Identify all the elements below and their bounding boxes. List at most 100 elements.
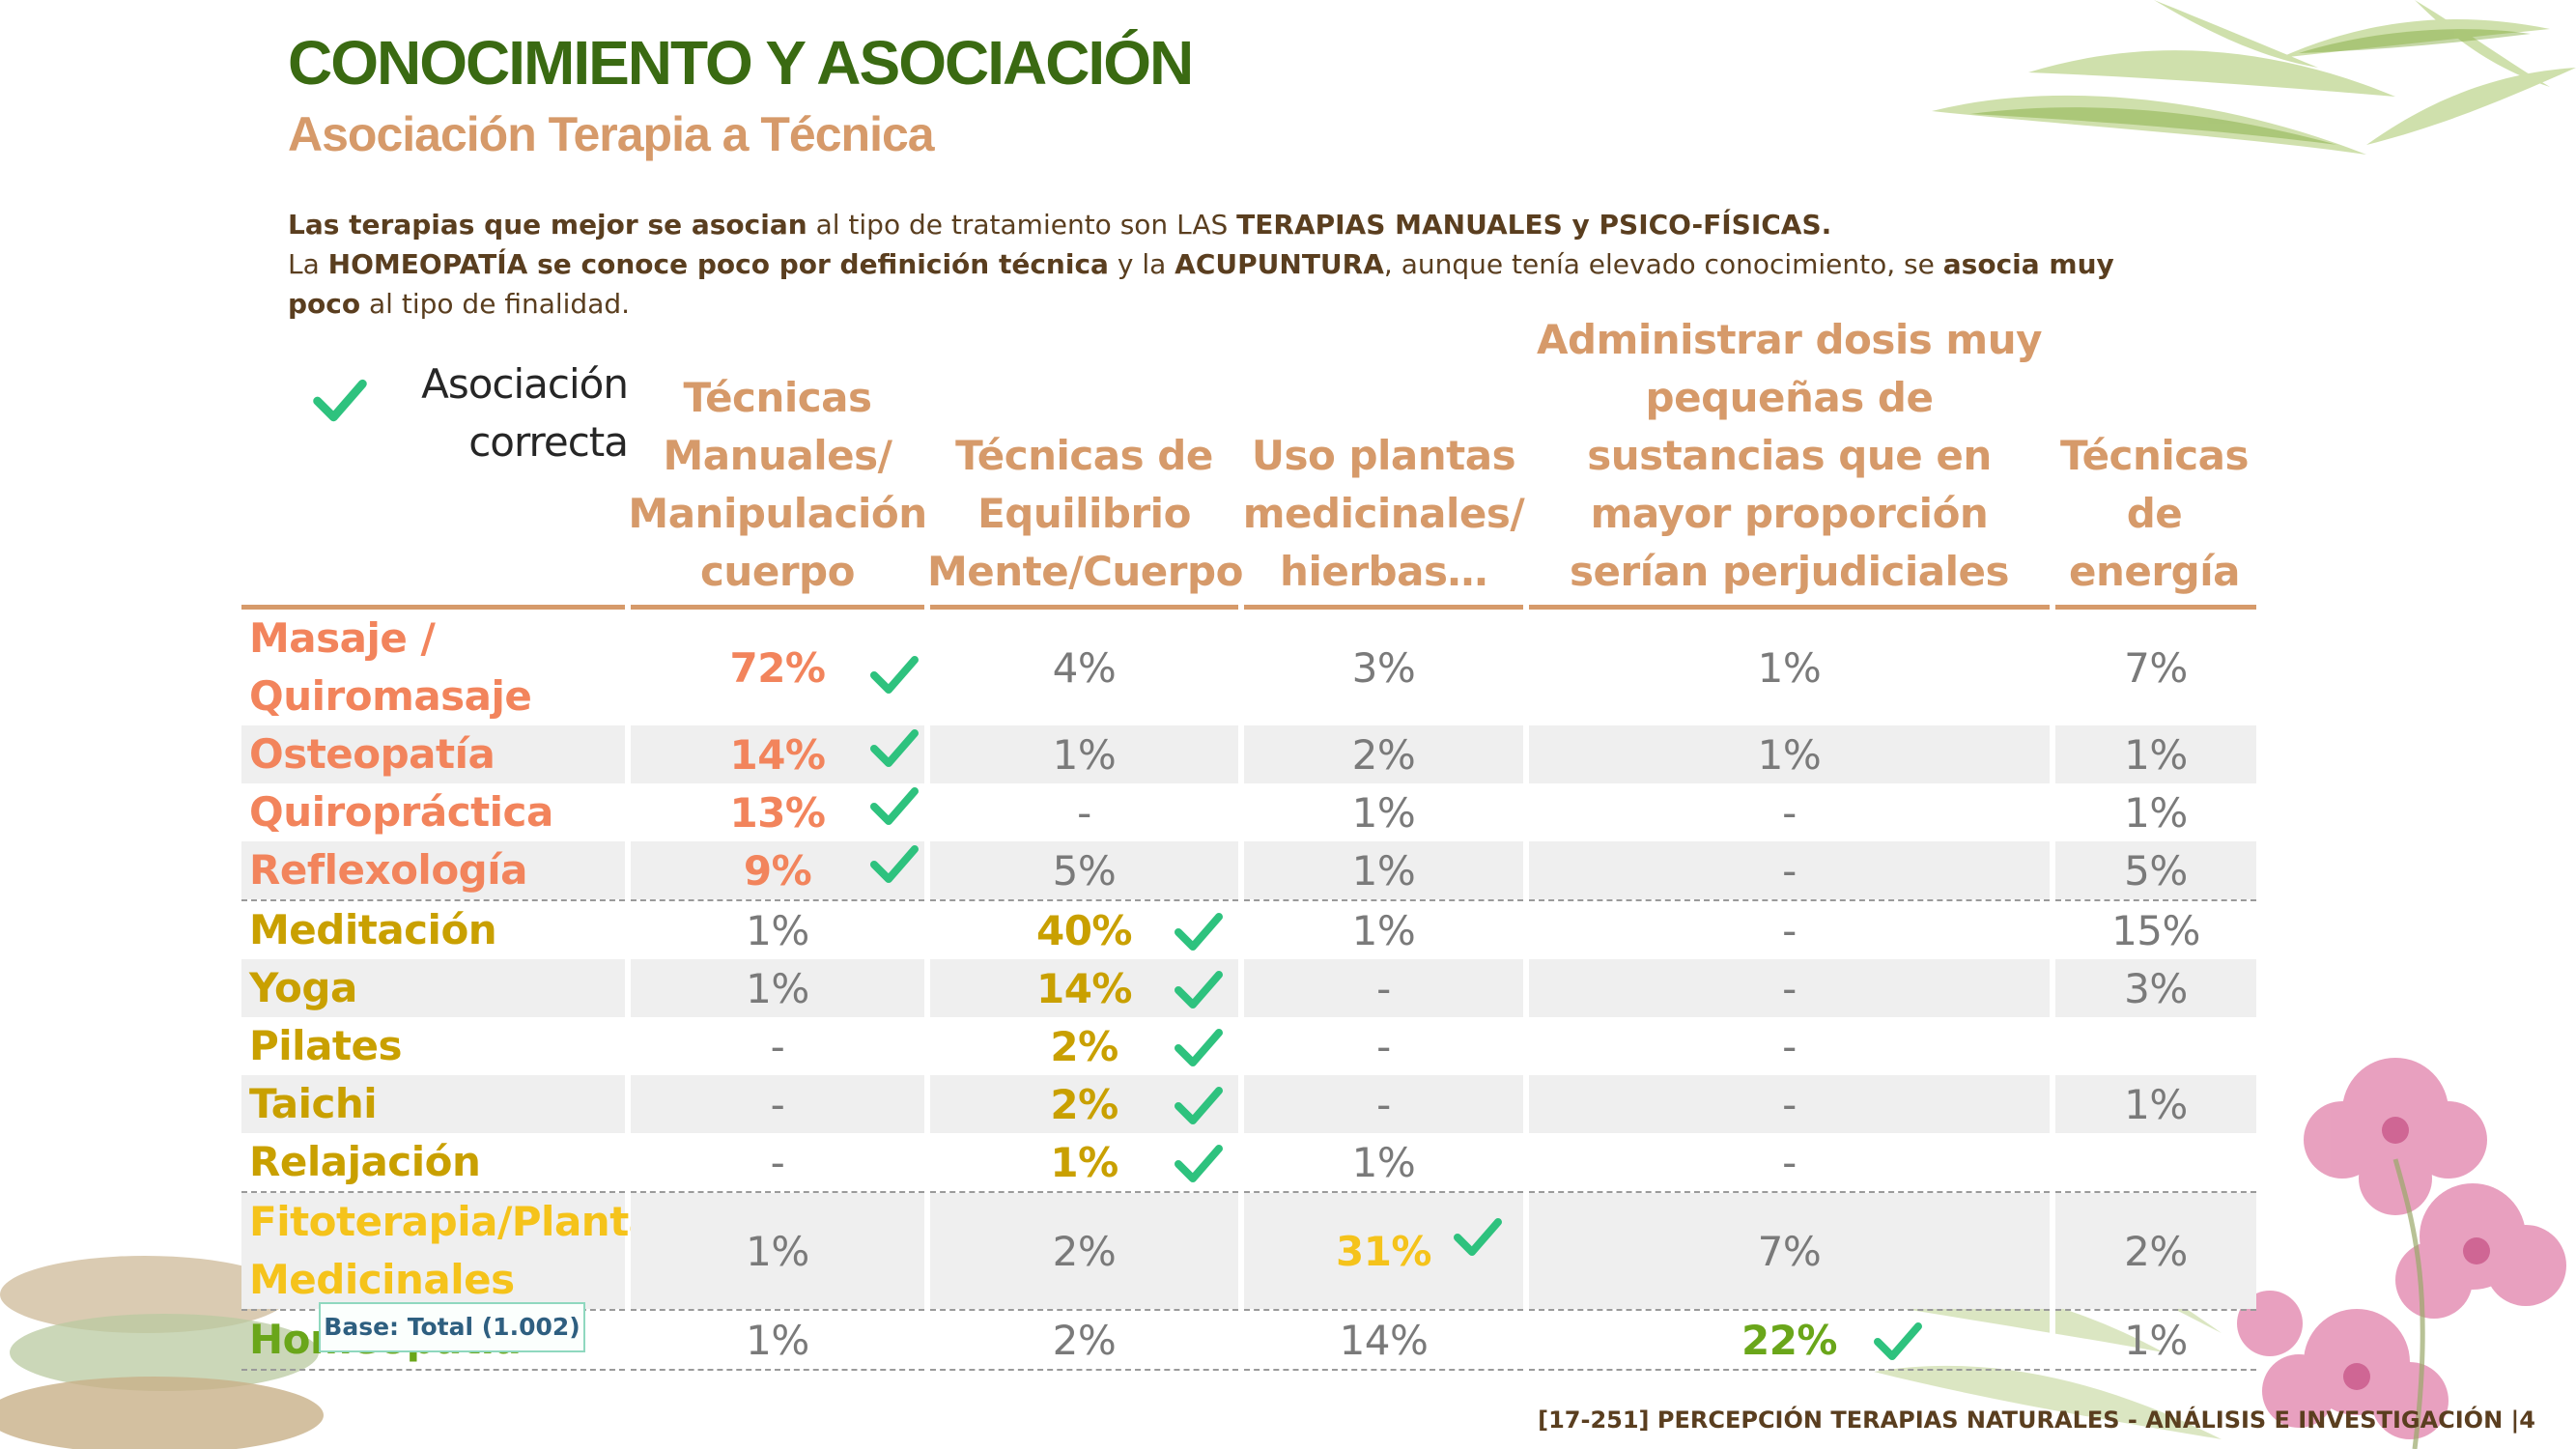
- table-cell: 2%: [924, 1310, 1241, 1371]
- table-row: Meditación 1% 40% 1% - 15%: [241, 900, 2256, 959]
- table-row: Yoga 1% 14% - - 3%: [241, 959, 2256, 1017]
- check-icon: [1175, 971, 1223, 1009]
- column-header: Técnicas de Equilibrio Mente/Cuerpo: [927, 311, 1243, 610]
- row-label: Reflexología: [241, 841, 628, 901]
- cell-value: 9%: [743, 846, 812, 895]
- table-cell: 22%: [1523, 1310, 2052, 1371]
- table-row: Reflexología 9% 5% 1% - 5%: [241, 841, 2256, 901]
- cell-value: 15%: [2111, 906, 2200, 954]
- cell-value: -: [1782, 1022, 1797, 1070]
- table-cell: -: [1523, 783, 2052, 841]
- check-icon: [1175, 913, 1223, 951]
- page-title: CONOCIMIENTO Y ASOCIACIÓN: [288, 28, 1194, 98]
- intro-line2-text3: , aunque tenía elevado conocimiento, se: [1383, 248, 1943, 280]
- intro-line2-text1: La: [288, 248, 328, 280]
- check-icon: [870, 729, 919, 767]
- row-label: Meditación: [249, 906, 497, 953]
- cell-value: -: [1376, 1080, 1391, 1128]
- table-cell: 7%: [1523, 1192, 2052, 1311]
- table-cell: -: [625, 1017, 927, 1075]
- table-cell: 1%: [1238, 1133, 1526, 1193]
- cell-value: 31%: [1335, 1227, 1432, 1275]
- cell-value: 14%: [1035, 964, 1133, 1012]
- column-header: Técnicas Manuales/ Manipulación cuerpo: [628, 311, 927, 610]
- table-cell: -: [1523, 900, 2052, 959]
- cell-value: 1%: [1052, 730, 1117, 779]
- table-cell: 1%: [924, 1133, 1241, 1193]
- table-cell: -: [625, 1075, 927, 1133]
- table-cell: 1%: [2050, 725, 2256, 783]
- cell-value: 1%: [1351, 1138, 1416, 1186]
- intro-line1-text: al tipo de tratamiento son LAS: [807, 209, 1237, 241]
- table-cell: -: [1238, 1017, 1526, 1075]
- table-header-row: Técnicas Manuales/ Manipulación cuerpo T…: [241, 311, 2256, 610]
- cell-value: -: [1782, 1080, 1797, 1128]
- table-cell: 1%: [2050, 783, 2256, 841]
- cell-value: 1%: [746, 964, 809, 1012]
- intro-line1-bold: Las terapias que mejor se asocian: [288, 209, 807, 241]
- row-label: Quiropráctica: [249, 788, 553, 836]
- table-row: Pilates - 2% - -: [241, 1017, 2256, 1075]
- table-cell: 14%: [1238, 1310, 1526, 1371]
- bamboo-leaves-illustration: [1932, 0, 2576, 155]
- check-icon: [1175, 1029, 1223, 1066]
- check-icon: [870, 656, 919, 694]
- table-cell: 4%: [924, 607, 1241, 725]
- table-cell: 14%: [924, 959, 1241, 1017]
- row-label: Osteopatía: [241, 725, 628, 783]
- cell-value: -: [1376, 964, 1391, 1012]
- row-label: Masaje / Quiromasaje: [249, 614, 532, 720]
- cell-value: 1%: [1351, 906, 1416, 954]
- intro-line2-bold1: HOMEOPATÍA se conoce poco por definición…: [327, 248, 1109, 280]
- cell-value: 2%: [1052, 1316, 1117, 1364]
- table-row: Relajación - 1% 1% -: [241, 1133, 2256, 1193]
- table-cell: 1%: [2050, 1310, 2256, 1371]
- cell-value: 1%: [1050, 1138, 1118, 1186]
- table-cell: 15%: [2050, 900, 2256, 959]
- table-cell: -: [625, 1133, 927, 1193]
- column-header: Administrar dosis muy pequeñas de sustan…: [1526, 311, 2052, 610]
- cell-value: 1%: [746, 906, 809, 954]
- cell-value: 2%: [1052, 1227, 1117, 1275]
- cell-value: -: [1376, 1022, 1391, 1070]
- table-cell: 31%: [1238, 1192, 1526, 1311]
- cell-value: 7%: [2124, 643, 2188, 692]
- cell-value: -: [770, 1080, 785, 1128]
- table-cell: 72%: [625, 607, 927, 725]
- table-cell: 1%: [924, 725, 1241, 783]
- table-cell: 1%: [2050, 1075, 2256, 1133]
- table-row: Masaje / Quiromasaje 72% 4% 3% 1% 7%: [241, 607, 2256, 725]
- table-cell: 1%: [625, 1310, 927, 1371]
- table-cell: 1%: [625, 1192, 927, 1311]
- association-table: Técnicas Manuales/ Manipulación cuerpo T…: [241, 311, 2256, 1371]
- table-cell: 2%: [2050, 1192, 2256, 1311]
- table-cell: 9%: [625, 841, 927, 901]
- table-cell: 1%: [1238, 900, 1526, 959]
- table-cell: -: [1523, 841, 2052, 901]
- table-cell: 13%: [625, 783, 927, 841]
- table-cell: 1%: [625, 959, 927, 1017]
- cell-value: 1%: [1757, 730, 1822, 779]
- table-cell: 5%: [924, 841, 1241, 901]
- table-cell: -: [1523, 1017, 2052, 1075]
- table-cell: -: [924, 783, 1241, 841]
- cell-value: 1%: [1351, 846, 1416, 895]
- cell-value: 5%: [2124, 846, 2188, 895]
- column-header: Uso plantas medicinales/ hierbas…: [1241, 311, 1526, 610]
- table-cell: 3%: [1238, 607, 1526, 725]
- cell-value: 40%: [1035, 906, 1133, 954]
- cell-value: 14%: [729, 730, 826, 779]
- table-cell: 2%: [924, 1075, 1241, 1133]
- cell-value: 2%: [1050, 1080, 1118, 1128]
- cell-value: 14%: [1339, 1316, 1429, 1364]
- cell-value: -: [1782, 846, 1797, 895]
- cell-value: 1%: [746, 1316, 809, 1364]
- intro-paragraph: Las terapias que mejor se asocian al tip…: [288, 205, 2181, 324]
- table-cell: 2%: [924, 1017, 1241, 1075]
- cell-value: 4%: [1052, 643, 1117, 692]
- table-cell: 3%: [2050, 959, 2256, 1017]
- cell-value: -: [1782, 906, 1797, 954]
- check-icon: [1454, 1218, 1502, 1256]
- cell-value: 5%: [1052, 846, 1117, 895]
- header-corner: [241, 311, 628, 610]
